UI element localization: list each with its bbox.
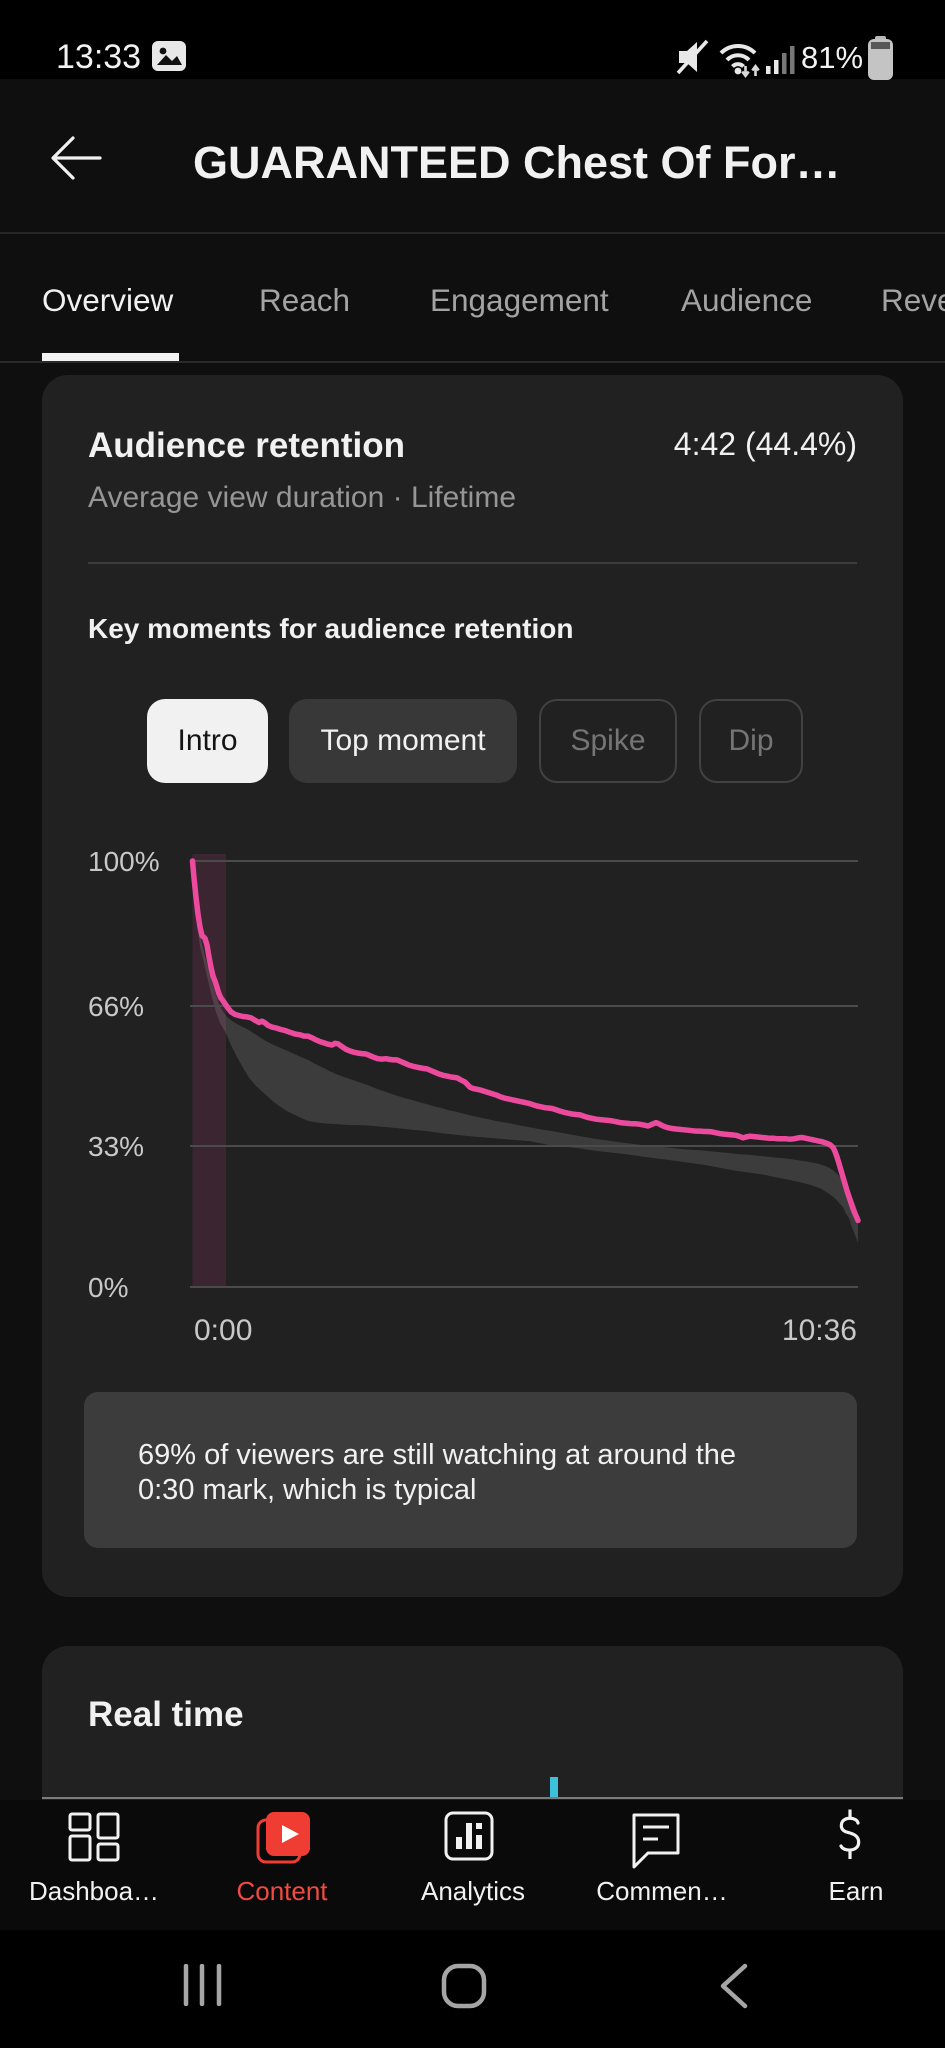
svg-text:10:36: 10:36 [782,1314,857,1347]
svg-text:0%: 0% [88,1272,128,1303]
svg-text:0:00: 0:00 [194,1314,252,1347]
svg-text:33%: 33% [88,1131,144,1162]
svg-text:100%: 100% [88,846,160,877]
svg-text:66%: 66% [88,991,144,1022]
